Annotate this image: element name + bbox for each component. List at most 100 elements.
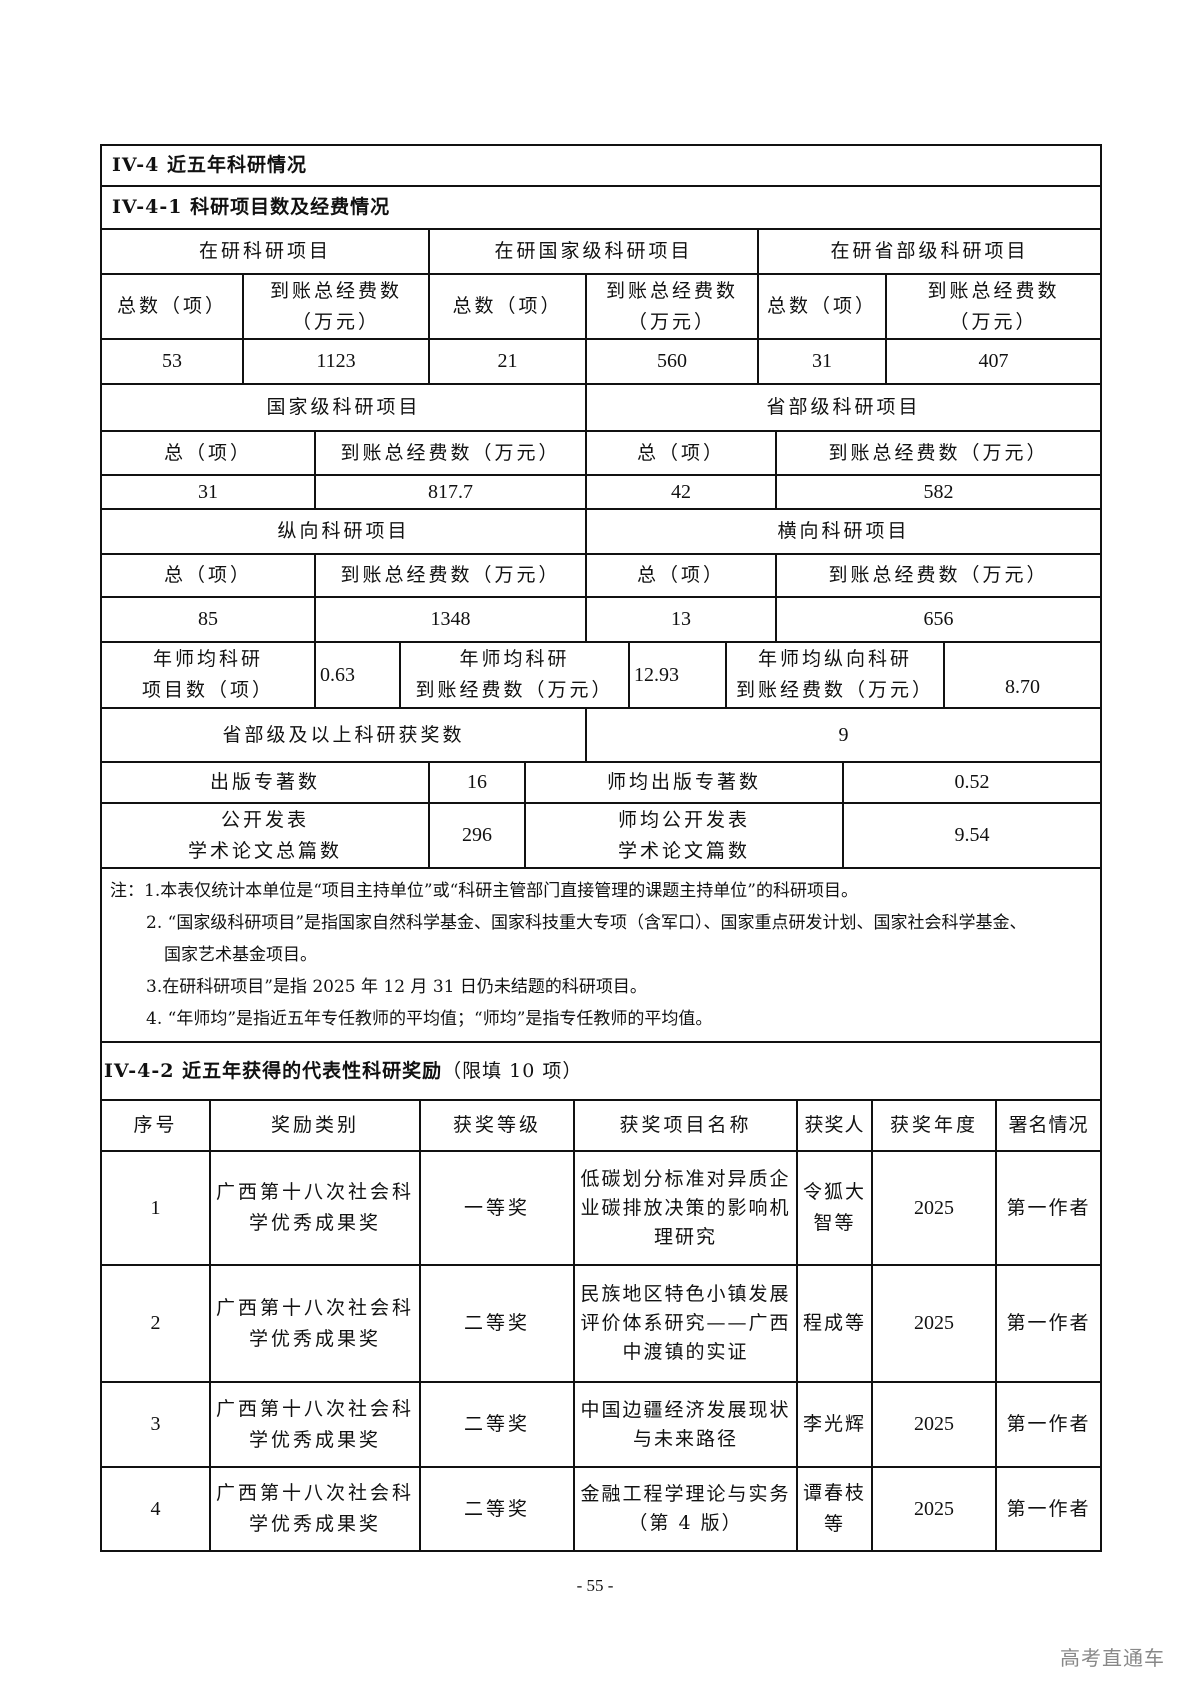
award-year: 2025	[871, 1264, 997, 1383]
books-avg-label: 师均出版专著数	[524, 761, 844, 804]
awardee: 令狐大智等	[796, 1150, 873, 1266]
label-line: 到账经费数（万元）	[735, 679, 934, 701]
fund-header-unit: （万元）	[949, 310, 1038, 333]
publications-table: 出版专著数 16 师均出版专著数 0.52 公开发表 学术论文总篇数 296 师均…	[100, 761, 1102, 1043]
project-name: 中国边疆经济发展现状与未来路径	[573, 1381, 798, 1468]
award-level: 一等奖	[419, 1150, 575, 1266]
subsection-title-text: IV-4-2 近五年获得的代表性科研奖励	[104, 1059, 443, 1082]
group-header: 横向科研项目	[585, 508, 1103, 555]
fund-header: 到账总经费数（万元）	[313, 430, 588, 476]
label-line: 学术论文总篇数	[187, 839, 342, 862]
group-header: 在研科研项目	[100, 228, 430, 275]
books-value: 16	[428, 761, 526, 804]
fund-header-line: 到账总经费数	[605, 279, 738, 302]
count-header: 总数（项）	[428, 273, 587, 340]
count-header: 总（项）	[100, 553, 316, 598]
watermark: 高考直通车	[1060, 1646, 1165, 1670]
project-name: 民族地区特色小镇发展评价体系研究——广西中渡镇的实证	[573, 1264, 798, 1383]
value-cell: 817.7	[313, 474, 588, 510]
note-line: 3.在研科研项目”是指 2025 年 12 月 31 日仍未结题的科研项目。	[146, 977, 647, 997]
count-header: 总（项）	[585, 553, 778, 598]
award-year: 2025	[871, 1381, 997, 1468]
value-cell: 1348	[313, 596, 588, 643]
header-row: 序号 奖励类别 获奖等级 获奖项目名称 获奖人 获奖年度 署名情况	[100, 1099, 1103, 1152]
authorship: 第一作者	[994, 1381, 1103, 1468]
value-cell: 13	[585, 596, 778, 643]
label-line: 年师均科研	[152, 648, 263, 670]
col-header: 获奖人	[796, 1099, 873, 1152]
col-header: 获奖等级	[419, 1099, 575, 1152]
award-year: 2025	[871, 1150, 997, 1266]
count-header: 总（项）	[585, 430, 778, 476]
label-line: 公开发表	[220, 808, 309, 831]
col-header: 获奖项目名称	[573, 1099, 798, 1152]
note-line: 注：1.本表仅统计本单位是“项目主持单位”或“科研主管部门直接管理的课题主持单位…	[110, 881, 858, 901]
fund-header-unit: （万元）	[627, 310, 716, 333]
subsection-title: IV-4-2 近五年获得的代表性科研奖励（限填 10 项）	[99, 1041, 1103, 1101]
award-level: 二等奖	[419, 1466, 575, 1552]
per-teacher-label: 年师均科研项目数（项）	[100, 641, 316, 709]
papers-avg-label: 师均公开发表 学术论文篇数	[524, 802, 844, 869]
per-teacher-table: 年师均科研 项目数（项） 0.63 年师均科研 到账经费数（万元） 12.93 年师…	[100, 641, 1102, 709]
fund-header: 到账总经费数 （万元）	[884, 273, 1103, 340]
value-cell: 21	[428, 338, 587, 385]
col-header: 获奖年度	[871, 1099, 997, 1152]
fund-header: 到账总经费数 （万元）	[585, 273, 759, 340]
count-header: 总（项）	[100, 430, 316, 476]
per-teacher-label: 年师均科研 到账经费数（万元）	[399, 641, 630, 709]
value-cell: 31	[100, 474, 316, 510]
current-projects-table: IV-4 近五年科研情况 IV-4-1 科研项目数及经费情况 在研科研项目 在研…	[99, 144, 1103, 385]
authorship: 第一作者	[994, 1150, 1103, 1266]
value-cell: 656	[775, 596, 1103, 643]
subsection-title: IV-4-1 科研项目数及经费情况	[99, 185, 1103, 230]
books-label: 出版专著数	[100, 761, 430, 804]
per-teacher-value: 0.63	[314, 641, 401, 709]
research-table: IV-4 近五年科研情况 IV-4-1 科研项目数及经费情况 在研科研项目 在研…	[99, 144, 1103, 1552]
subsection-note: （限填 10 项）	[442, 1059, 583, 1082]
row-index: 4	[100, 1466, 211, 1552]
value-cell: 31	[757, 338, 887, 385]
per-teacher-label: 年师均纵向科研 到账经费数（万元）	[725, 641, 945, 709]
awardee: 李光辉	[796, 1381, 873, 1468]
fund-header-line: 到账总经费数	[927, 279, 1060, 302]
project-name: 金融工程学理论与实务（第 4 版）	[573, 1466, 798, 1552]
papers-value: 296	[428, 802, 526, 869]
group-header: 在研国家级科研项目	[428, 228, 759, 275]
value-cell: 560	[585, 338, 759, 385]
table-row: 4 广西第十八次社会科学优秀成果奖 二等奖 金融工程学理论与实务（第 4 版） 谭春枝等…	[100, 1466, 1103, 1552]
table-row: 2 广西第十八次社会科学优秀成果奖 二等奖 民族地区特色小镇发展评价体系研究——广西中…	[100, 1264, 1103, 1383]
count-header: 总数（项）	[757, 273, 887, 340]
value-cell: 582	[775, 474, 1103, 510]
value-cell: 85	[100, 596, 316, 643]
fund-header: 到账总经费数（万元）	[775, 553, 1103, 598]
fund-header: 到账总经费数（万元）	[313, 553, 588, 598]
row-index: 3	[100, 1381, 211, 1468]
label-line: 项目数（项）	[141, 679, 274, 701]
value-cell: 42	[585, 474, 778, 510]
count-header: 总数（项）	[100, 273, 244, 340]
row-index: 2	[100, 1264, 211, 1383]
row-index: 1	[100, 1150, 211, 1266]
fund-header-unit: （万元）	[291, 310, 380, 333]
group-header: 在研省部级科研项目	[756, 228, 1103, 275]
award-category: 广西第十八次社会科学优秀成果奖	[209, 1381, 421, 1468]
awardee: 谭春枝等	[796, 1466, 873, 1552]
group-header: 纵向科研项目	[99, 508, 588, 555]
value-cell: 1123	[242, 338, 430, 385]
group-header: 省部级科研项目	[585, 383, 1103, 432]
note-line: 国家艺术基金项目。	[164, 945, 317, 965]
awards-count-table: 省部级及以上科研获奖数 9	[100, 707, 1102, 763]
label-line: 学术论文篇数	[617, 839, 750, 862]
authorship: 第一作者	[994, 1466, 1103, 1552]
fund-header-line: 到账总经费数	[269, 279, 402, 302]
label-line: 师均公开发表	[617, 808, 750, 831]
award-level: 二等奖	[419, 1264, 575, 1383]
papers-label: 公开发表学术论文总篇数	[100, 802, 430, 869]
project-name: 低碳划分标准对异质企业碳排放决策的影响机理研究	[573, 1150, 798, 1266]
table-row: 1 广西第十八次社会科学优秀成果奖 一等奖 低碳划分标准对异质企业碳排放决策的影响机理…	[100, 1150, 1103, 1266]
level-projects-table: 国家级科研项目 省部级科研项目 总（项） 到账总经费数（万元） 总（项） 到账总…	[99, 383, 1103, 643]
award-category: 广西第十八次社会科学优秀成果奖	[209, 1150, 421, 1266]
awardee: 程成等	[796, 1264, 873, 1383]
col-header: 序号	[100, 1099, 211, 1152]
per-teacher-value: 8.70	[943, 641, 1102, 709]
